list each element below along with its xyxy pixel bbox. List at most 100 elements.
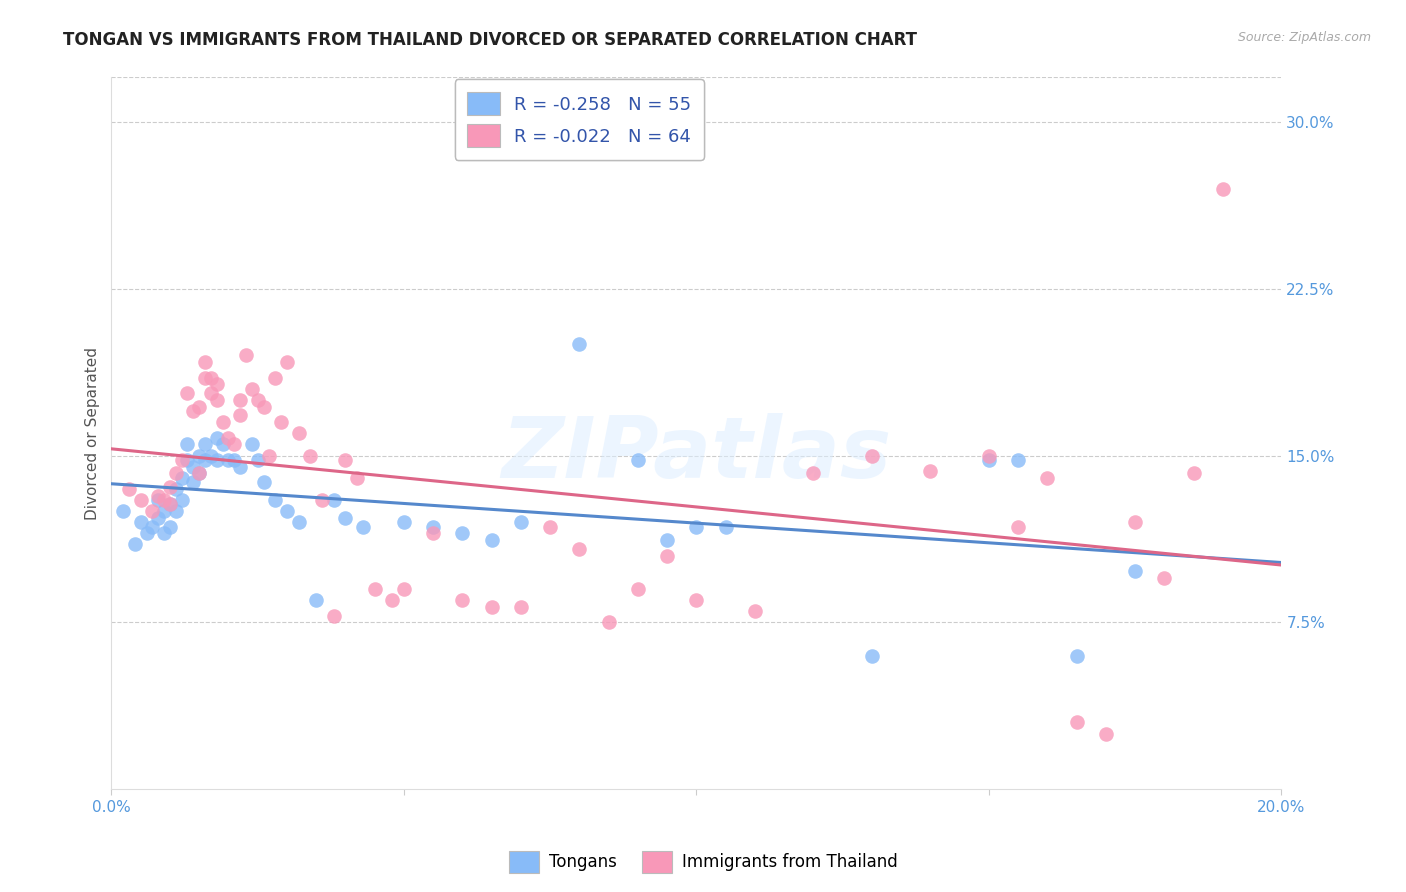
Point bbox=[422, 526, 444, 541]
Point bbox=[363, 582, 385, 596]
Point bbox=[129, 493, 152, 508]
Point bbox=[159, 519, 181, 533]
Point bbox=[159, 480, 181, 494]
Point bbox=[392, 515, 415, 529]
Point bbox=[509, 515, 531, 529]
Point bbox=[657, 549, 679, 563]
Point bbox=[1123, 515, 1146, 529]
Point bbox=[181, 475, 204, 490]
Point bbox=[252, 475, 274, 490]
Point bbox=[346, 471, 368, 485]
Point bbox=[188, 449, 211, 463]
Text: ZIPatlas: ZIPatlas bbox=[502, 413, 891, 496]
Point bbox=[860, 648, 883, 663]
Point bbox=[240, 382, 263, 396]
Point bbox=[129, 515, 152, 529]
Point bbox=[224, 437, 246, 451]
Point bbox=[657, 533, 679, 547]
Point bbox=[1212, 181, 1234, 195]
Point bbox=[920, 464, 942, 478]
Point bbox=[598, 615, 620, 630]
Point bbox=[229, 459, 252, 474]
Point bbox=[188, 467, 211, 481]
Point bbox=[224, 453, 246, 467]
Point bbox=[276, 355, 298, 369]
Point bbox=[176, 437, 198, 451]
Point bbox=[685, 519, 707, 533]
Point bbox=[509, 599, 531, 614]
Point bbox=[538, 519, 561, 533]
Point bbox=[200, 449, 222, 463]
Point bbox=[1007, 519, 1029, 533]
Point bbox=[287, 426, 309, 441]
Point bbox=[1123, 564, 1146, 578]
Point bbox=[422, 519, 444, 533]
Point bbox=[276, 504, 298, 518]
Point bbox=[148, 511, 170, 525]
Point bbox=[392, 582, 415, 596]
Point bbox=[170, 471, 193, 485]
Point bbox=[259, 449, 281, 463]
Point bbox=[1095, 726, 1118, 740]
Legend: R = -0.258   N = 55, R = -0.022   N = 64: R = -0.258 N = 55, R = -0.022 N = 64 bbox=[454, 79, 704, 160]
Point bbox=[181, 459, 204, 474]
Point bbox=[205, 453, 228, 467]
Point bbox=[568, 541, 591, 556]
Point bbox=[481, 533, 503, 547]
Point bbox=[381, 593, 404, 607]
Point bbox=[685, 593, 707, 607]
Point bbox=[200, 370, 222, 384]
Point bbox=[270, 415, 292, 429]
Point bbox=[194, 453, 217, 467]
Point bbox=[153, 504, 176, 518]
Point bbox=[135, 526, 157, 541]
Point bbox=[1182, 467, 1205, 481]
Point bbox=[112, 504, 135, 518]
Point bbox=[481, 599, 503, 614]
Point bbox=[153, 526, 176, 541]
Point bbox=[568, 337, 591, 351]
Point bbox=[1153, 571, 1175, 585]
Point bbox=[322, 493, 344, 508]
Point bbox=[335, 453, 357, 467]
Point bbox=[1066, 648, 1088, 663]
Y-axis label: Divorced or Separated: Divorced or Separated bbox=[86, 347, 100, 520]
Point bbox=[148, 489, 170, 503]
Point bbox=[1036, 471, 1059, 485]
Point bbox=[181, 404, 204, 418]
Point bbox=[170, 453, 193, 467]
Point bbox=[188, 467, 211, 481]
Point bbox=[141, 504, 163, 518]
Point bbox=[165, 482, 187, 496]
Point bbox=[176, 453, 198, 467]
Point bbox=[148, 493, 170, 508]
Point bbox=[287, 515, 309, 529]
Point bbox=[165, 467, 187, 481]
Point bbox=[235, 348, 257, 362]
Point bbox=[1007, 453, 1029, 467]
Point bbox=[714, 519, 737, 533]
Point bbox=[1066, 715, 1088, 730]
Point bbox=[246, 392, 269, 407]
Point bbox=[194, 437, 217, 451]
Point bbox=[311, 493, 333, 508]
Point bbox=[194, 370, 217, 384]
Point bbox=[229, 409, 252, 423]
Point bbox=[159, 498, 181, 512]
Point bbox=[246, 453, 269, 467]
Point bbox=[252, 400, 274, 414]
Point bbox=[977, 453, 1000, 467]
Point bbox=[205, 392, 228, 407]
Point bbox=[860, 449, 883, 463]
Point bbox=[240, 437, 263, 451]
Point bbox=[159, 498, 181, 512]
Point bbox=[335, 511, 357, 525]
Legend: Tongans, Immigrants from Thailand: Tongans, Immigrants from Thailand bbox=[502, 845, 904, 880]
Point bbox=[118, 482, 141, 496]
Point bbox=[322, 608, 344, 623]
Point bbox=[170, 493, 193, 508]
Point bbox=[299, 449, 322, 463]
Point bbox=[217, 431, 239, 445]
Point bbox=[627, 582, 650, 596]
Point bbox=[217, 453, 239, 467]
